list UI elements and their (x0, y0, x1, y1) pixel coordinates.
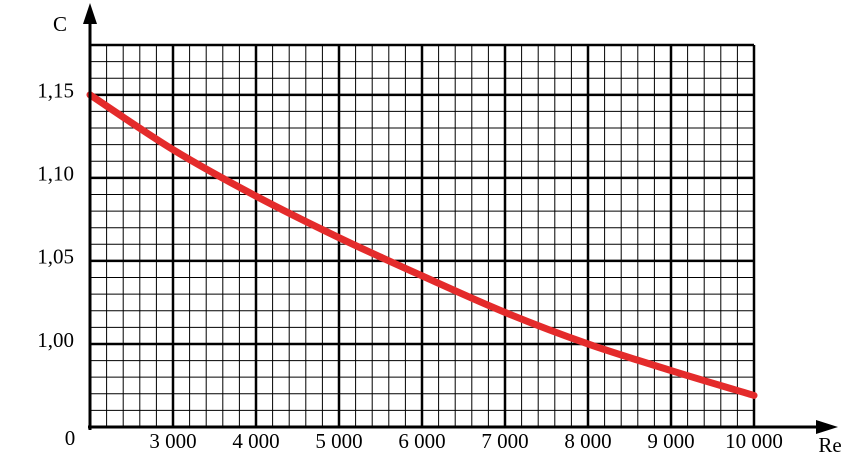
x-tick-label: 7 000 (481, 429, 528, 453)
x-axis-arrow (816, 420, 838, 434)
x-tick-label: 9 000 (647, 429, 694, 453)
y-axis-arrow (83, 3, 97, 24)
y-tick-label: 1,00 (37, 328, 74, 352)
x-tick-label: 3 000 (149, 429, 196, 453)
x-tick-label: 5 000 (315, 429, 362, 453)
grid (89, 43, 756, 428)
y-tick-label: 1,05 (37, 245, 74, 269)
plot (86, 91, 758, 399)
y-axis-label: C (53, 12, 67, 36)
origin-label: 0 (65, 426, 76, 450)
x-tick-label: 4 000 (232, 429, 279, 453)
x-axis-label: Re (818, 433, 841, 457)
curve (86, 91, 758, 399)
x-tick-label: 8 000 (564, 429, 611, 453)
y-tick-label: 1,15 (37, 79, 74, 103)
x-tick-label: 10 000 (725, 429, 783, 453)
x-tick-label: 6 000 (398, 429, 445, 453)
y-tick-label: 1,10 (37, 162, 74, 186)
